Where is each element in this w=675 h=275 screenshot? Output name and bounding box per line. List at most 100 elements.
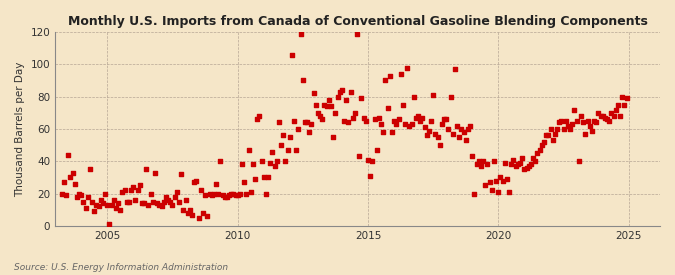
- Point: [532, 151, 543, 155]
- Title: Monthly U.S. Imports from Canada of Conventional Gasoline Blending Components: Monthly U.S. Imports from Canada of Conv…: [68, 15, 647, 28]
- Point: [152, 201, 163, 205]
- Point: [104, 222, 115, 227]
- Point: [230, 193, 241, 197]
- Point: [404, 123, 414, 128]
- Point: [58, 180, 69, 185]
- Point: [280, 159, 291, 163]
- Point: [539, 140, 549, 144]
- Point: [237, 162, 248, 167]
- Point: [189, 180, 200, 185]
- Point: [173, 199, 184, 204]
- Point: [508, 157, 519, 162]
- Point: [109, 198, 119, 202]
- Point: [221, 195, 232, 199]
- Point: [130, 198, 141, 202]
- Point: [219, 195, 230, 199]
- Point: [332, 94, 343, 99]
- Point: [117, 190, 128, 194]
- Point: [356, 96, 367, 100]
- Point: [87, 199, 98, 204]
- Point: [556, 119, 567, 123]
- Point: [417, 116, 428, 120]
- Point: [491, 178, 502, 183]
- Point: [93, 204, 104, 209]
- Point: [250, 177, 261, 181]
- Point: [136, 201, 147, 205]
- Point: [619, 103, 630, 107]
- Point: [362, 157, 373, 162]
- Point: [319, 103, 330, 107]
- Point: [286, 52, 297, 57]
- Point: [606, 111, 617, 115]
- Point: [97, 201, 108, 205]
- Point: [369, 117, 380, 122]
- Point: [448, 131, 458, 136]
- Point: [510, 164, 521, 168]
- Point: [293, 127, 304, 131]
- Point: [323, 98, 334, 102]
- Point: [348, 116, 358, 120]
- Point: [267, 149, 277, 154]
- Point: [426, 119, 437, 123]
- Point: [259, 175, 269, 180]
- Point: [528, 156, 539, 160]
- Point: [547, 138, 558, 142]
- Point: [562, 123, 573, 128]
- Point: [460, 138, 471, 142]
- Point: [289, 119, 300, 123]
- Point: [569, 107, 580, 112]
- Point: [450, 67, 460, 71]
- Point: [387, 130, 398, 134]
- Point: [380, 78, 391, 82]
- Point: [521, 166, 532, 170]
- Point: [239, 180, 250, 185]
- Point: [178, 208, 189, 212]
- Point: [95, 198, 106, 202]
- Point: [439, 117, 450, 122]
- Point: [80, 206, 91, 210]
- Point: [213, 191, 223, 196]
- Point: [182, 211, 193, 215]
- Point: [165, 199, 176, 204]
- Point: [458, 130, 469, 134]
- Point: [595, 114, 606, 118]
- Point: [343, 120, 354, 125]
- Point: [487, 188, 497, 192]
- Point: [271, 159, 282, 163]
- Point: [128, 185, 139, 189]
- Point: [454, 135, 464, 139]
- Point: [300, 120, 310, 125]
- Point: [519, 167, 530, 172]
- Point: [580, 131, 591, 136]
- Point: [223, 193, 234, 197]
- Point: [578, 120, 589, 125]
- Point: [70, 182, 80, 186]
- Point: [467, 154, 478, 159]
- Point: [601, 117, 612, 122]
- Point: [549, 131, 560, 136]
- Point: [276, 143, 287, 147]
- Point: [282, 148, 293, 152]
- Point: [382, 106, 393, 110]
- Point: [358, 116, 369, 120]
- Point: [364, 174, 375, 178]
- Point: [617, 94, 628, 99]
- Point: [524, 164, 535, 168]
- Point: [495, 175, 506, 180]
- Point: [215, 159, 225, 163]
- Point: [462, 127, 473, 131]
- Point: [373, 116, 384, 120]
- Point: [593, 111, 603, 115]
- Point: [560, 119, 571, 123]
- Point: [150, 170, 161, 175]
- Point: [252, 117, 263, 122]
- Point: [302, 120, 313, 125]
- Point: [471, 162, 482, 167]
- Point: [269, 164, 280, 168]
- Point: [402, 65, 412, 70]
- Point: [517, 156, 528, 160]
- Point: [328, 135, 339, 139]
- Point: [308, 91, 319, 95]
- Point: [78, 199, 88, 204]
- Point: [82, 195, 93, 199]
